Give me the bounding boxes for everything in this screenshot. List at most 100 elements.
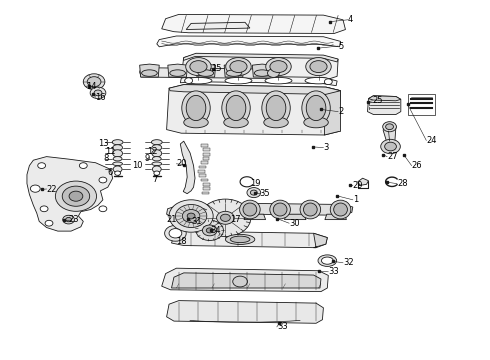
Circle shape: [220, 214, 230, 221]
Polygon shape: [181, 54, 338, 80]
Circle shape: [55, 181, 97, 211]
Polygon shape: [203, 148, 210, 151]
Circle shape: [90, 87, 106, 99]
Circle shape: [171, 209, 180, 216]
Ellipse shape: [198, 70, 214, 76]
Polygon shape: [203, 183, 210, 186]
Ellipse shape: [310, 60, 327, 73]
Ellipse shape: [230, 236, 250, 243]
Polygon shape: [202, 157, 209, 160]
Circle shape: [45, 220, 53, 226]
Circle shape: [169, 229, 182, 238]
Polygon shape: [201, 161, 208, 164]
Text: 21: 21: [167, 215, 177, 224]
Circle shape: [196, 220, 223, 240]
Polygon shape: [383, 123, 396, 144]
Polygon shape: [252, 64, 272, 77]
Circle shape: [187, 213, 195, 219]
Circle shape: [250, 190, 257, 195]
Circle shape: [152, 166, 161, 172]
Ellipse shape: [303, 203, 317, 216]
Ellipse shape: [225, 77, 252, 84]
Text: 25: 25: [372, 96, 383, 105]
Ellipse shape: [113, 162, 122, 166]
Polygon shape: [408, 94, 435, 115]
Text: 2: 2: [338, 107, 343, 116]
Circle shape: [182, 210, 200, 222]
Polygon shape: [199, 166, 206, 168]
Polygon shape: [244, 214, 266, 220]
Polygon shape: [162, 268, 328, 292]
Circle shape: [175, 204, 207, 228]
Text: 32: 32: [343, 258, 354, 267]
Polygon shape: [180, 76, 337, 86]
Text: 30: 30: [289, 219, 300, 228]
Polygon shape: [201, 144, 208, 147]
Circle shape: [113, 150, 122, 157]
Text: 33: 33: [328, 267, 339, 276]
Ellipse shape: [266, 95, 286, 121]
Circle shape: [115, 171, 121, 175]
Ellipse shape: [152, 145, 162, 150]
Ellipse shape: [273, 203, 287, 216]
Ellipse shape: [152, 162, 162, 166]
Polygon shape: [186, 22, 250, 30]
Ellipse shape: [302, 91, 330, 125]
Ellipse shape: [304, 117, 328, 128]
Polygon shape: [198, 170, 205, 173]
Circle shape: [383, 122, 396, 132]
Ellipse shape: [226, 58, 251, 76]
Ellipse shape: [224, 117, 248, 128]
Circle shape: [154, 171, 160, 175]
Circle shape: [324, 79, 332, 85]
Polygon shape: [140, 64, 159, 77]
Ellipse shape: [151, 140, 162, 145]
Text: 15: 15: [211, 64, 221, 73]
Polygon shape: [167, 85, 341, 135]
Ellipse shape: [185, 77, 212, 84]
Polygon shape: [314, 233, 327, 248]
Text: 3: 3: [323, 143, 329, 152]
Text: 16: 16: [96, 93, 106, 102]
Ellipse shape: [318, 255, 337, 266]
Circle shape: [152, 150, 162, 157]
Circle shape: [83, 74, 105, 90]
Ellipse shape: [226, 70, 242, 76]
Circle shape: [206, 228, 213, 233]
Text: 34: 34: [211, 226, 221, 235]
Text: 6: 6: [108, 168, 113, 177]
Polygon shape: [162, 14, 345, 33]
Polygon shape: [27, 157, 113, 231]
Text: 31: 31: [191, 217, 202, 226]
Ellipse shape: [334, 203, 347, 216]
Ellipse shape: [240, 200, 260, 219]
Circle shape: [202, 225, 217, 236]
Text: 8: 8: [103, 154, 108, 163]
Polygon shape: [368, 96, 401, 101]
Text: 13: 13: [98, 139, 109, 148]
Polygon shape: [183, 53, 338, 62]
Ellipse shape: [262, 91, 290, 125]
Circle shape: [385, 142, 396, 151]
Polygon shape: [240, 203, 353, 215]
Ellipse shape: [226, 95, 246, 121]
Ellipse shape: [270, 200, 291, 219]
Text: 14: 14: [86, 82, 96, 91]
Ellipse shape: [254, 70, 270, 76]
Polygon shape: [140, 68, 273, 78]
Polygon shape: [224, 64, 244, 77]
Polygon shape: [169, 85, 341, 94]
Circle shape: [113, 166, 122, 172]
Circle shape: [247, 188, 261, 198]
Ellipse shape: [222, 91, 250, 125]
Text: 35: 35: [260, 189, 270, 198]
Ellipse shape: [264, 117, 288, 128]
Circle shape: [87, 77, 101, 87]
Text: 20: 20: [176, 159, 187, 168]
Polygon shape: [172, 231, 327, 248]
Text: 26: 26: [412, 161, 422, 170]
Text: 12: 12: [147, 147, 157, 156]
Text: 23: 23: [69, 215, 79, 224]
Text: 24: 24: [426, 136, 437, 145]
Circle shape: [233, 276, 247, 287]
